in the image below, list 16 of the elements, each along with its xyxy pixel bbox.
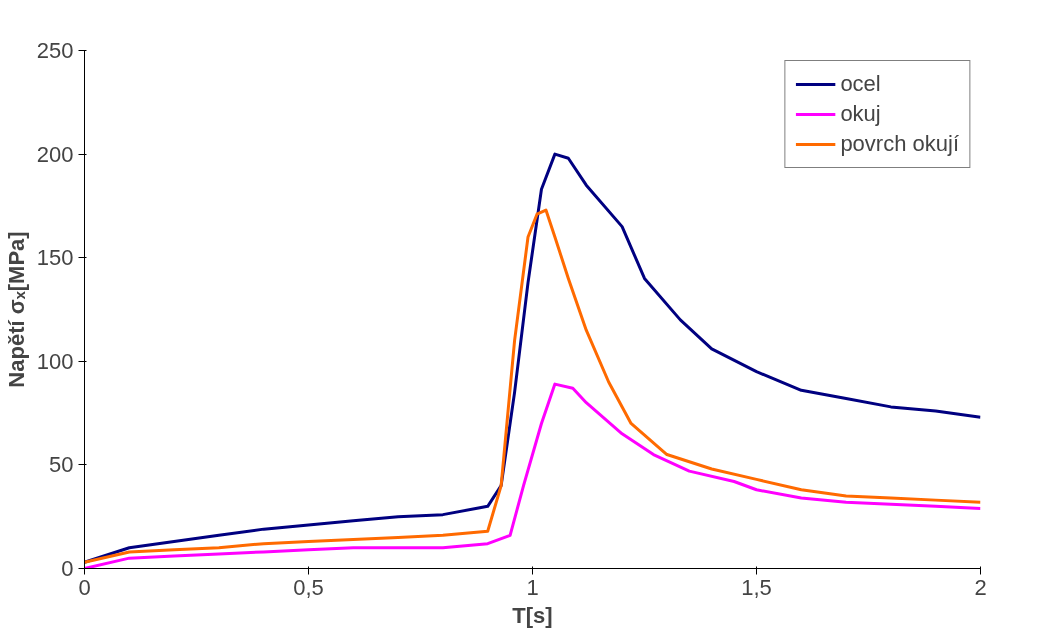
legend-label: okuj — [840, 101, 881, 127]
x-tick-label: 1,5 — [741, 574, 772, 600]
y-tick-label: 50 — [49, 452, 74, 478]
x-tick-label: 0 — [78, 574, 91, 600]
y-tick-label: 200 — [36, 141, 74, 167]
y-tick-label: 0 — [61, 556, 74, 581]
x-tick-label: 1 — [526, 574, 539, 600]
legend-label: ocel — [840, 71, 881, 97]
x-tick-label: 2 — [974, 574, 987, 600]
legend-label: povrch okují — [840, 131, 959, 157]
x-tick-label: 0,5 — [293, 574, 324, 600]
y-tick-label: 150 — [36, 245, 74, 271]
y-axis-title: Napětí σₓ[MPa] — [3, 231, 29, 388]
y-tick-label: 100 — [36, 348, 74, 374]
x-axis-title: T[s] — [512, 602, 553, 628]
y-tick-label: 250 — [36, 38, 74, 63]
